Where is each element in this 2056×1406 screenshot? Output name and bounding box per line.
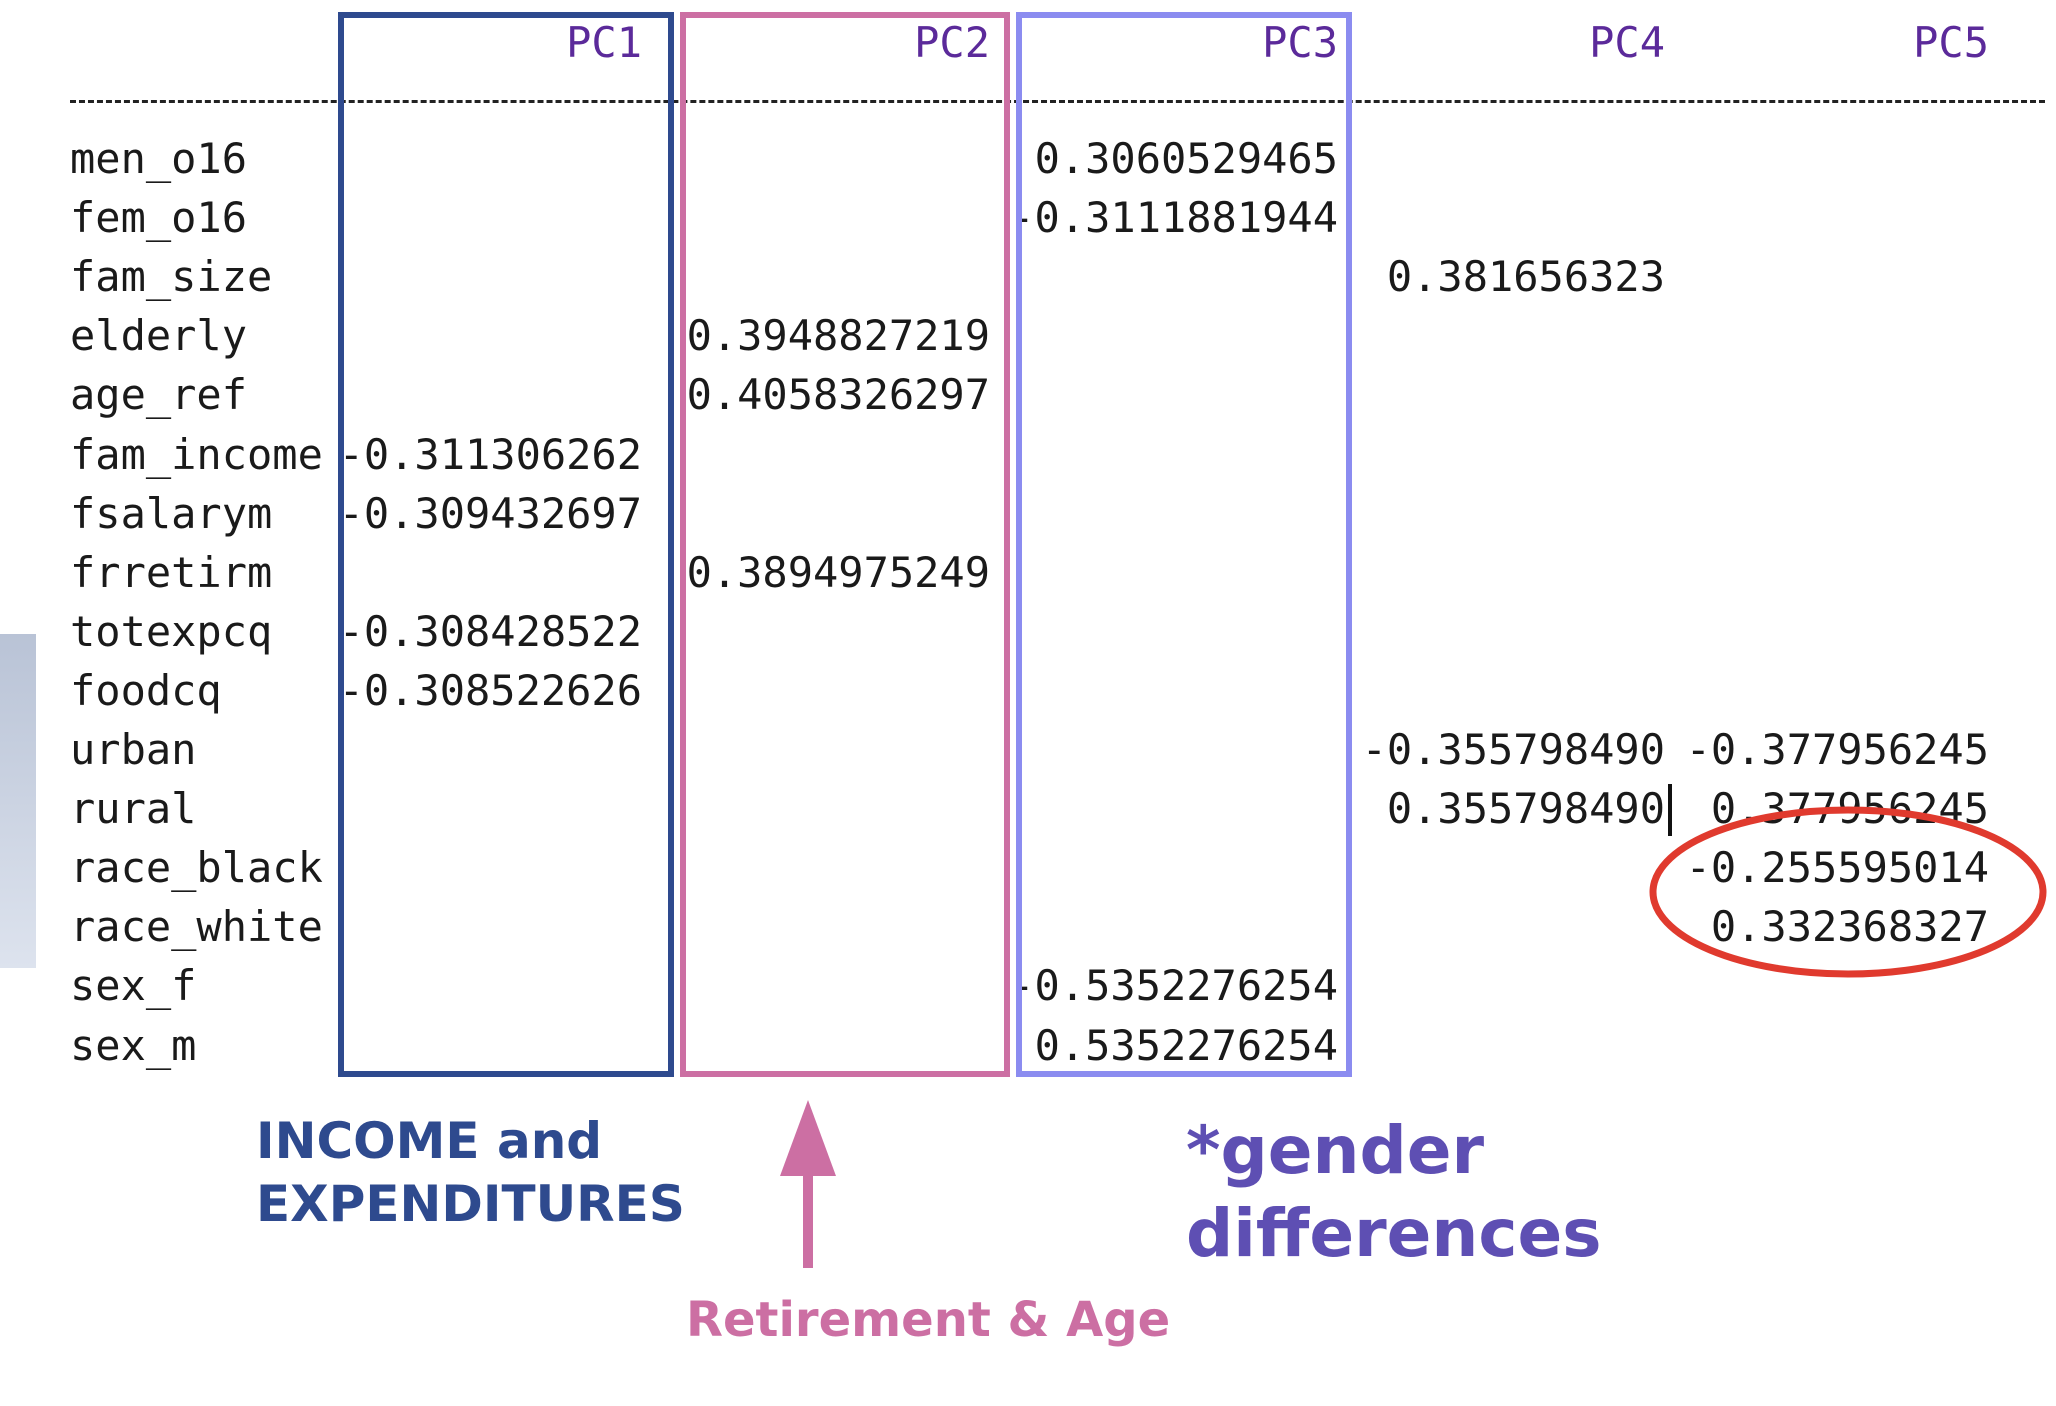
pc1-highlight-box <box>338 12 674 1077</box>
loading-value: -0.355798490 <box>1361 725 1665 774</box>
variable-name: frretirm <box>70 547 273 597</box>
loading-value: 0.4058326297 <box>686 370 990 420</box>
header-divider <box>70 100 2045 103</box>
income-label-line1: INCOME and <box>256 1112 603 1170</box>
column-header-pc5: PC5 <box>1913 18 1989 67</box>
income-label-line2: EXPENDITURES <box>256 1174 685 1233</box>
column-header-pc2: PC2 <box>914 18 990 67</box>
loading-value: -0.5352276254 <box>1009 961 1338 1011</box>
variable-name: race_black <box>70 843 323 893</box>
pc2-highlight-box <box>680 12 1010 1077</box>
loading-value: 0.381656323 <box>1386 252 1665 302</box>
variable-name: sex_f <box>70 961 197 1011</box>
text-cursor <box>1668 784 1672 837</box>
variable-name: men_o16 <box>70 134 248 183</box>
retirement-age-label: Retirement & Age <box>686 1290 1170 1350</box>
race-highlight-circle <box>1649 806 2047 978</box>
loading-value: 0.3948827219 <box>686 311 990 361</box>
loading-value: -0.255595014 <box>1685 843 1989 893</box>
variable-name: fam_income <box>70 429 323 479</box>
variable-name: fem_o16 <box>70 193 248 243</box>
retirement-arrow-icon <box>780 1100 836 1176</box>
variable-name: totexpcq <box>70 606 273 656</box>
variable-name: sex_m <box>70 1020 197 1070</box>
column-header-pc3: PC3 <box>1262 18 1338 67</box>
variable-name: race_white <box>70 902 323 952</box>
gender-label-line2: differences <box>1186 1194 1602 1272</box>
variable-name: rural <box>70 784 197 834</box>
column-header-pc4: PC4 <box>1589 18 1665 67</box>
loading-value: -0.311306262 <box>338 429 642 479</box>
gender-label-line1: *gender <box>1186 1112 1485 1189</box>
variable-name: fsalarym <box>70 488 273 538</box>
column-header-pc1: PC1 <box>566 18 642 67</box>
variable-name: urban <box>70 725 197 774</box>
loading-value: -0.308428522 <box>338 606 642 656</box>
variable-name: fam_size <box>70 252 273 302</box>
gender-differences-label: *gender differences <box>1186 1110 1602 1275</box>
income-expenditures-label: INCOME and EXPENDITURES <box>256 1110 685 1235</box>
variable-name: foodcq <box>70 665 222 715</box>
side-accent-bar <box>0 634 36 968</box>
loading-value: -0.377956245 <box>1685 725 1989 774</box>
pc3-highlight-box <box>1016 12 1352 1077</box>
variable-name: elderly <box>70 311 248 361</box>
retirement-label-text: Retirement & Age <box>686 1292 1171 1348</box>
loading-value: -0.3111881944 <box>1009 193 1338 243</box>
loading-value: 0.5352276254 <box>1034 1020 1338 1070</box>
loading-value: -0.308522626 <box>338 665 642 715</box>
loading-value: 0.332368327 <box>1710 902 1989 952</box>
loading-value: -0.309432697 <box>338 488 642 538</box>
loading-value: 0.3060529465 <box>1034 134 1338 183</box>
variable-name: age_ref <box>70 370 248 420</box>
loading-value: 0.355798490 <box>1386 784 1665 834</box>
loading-value: 0.3894975249 <box>686 547 990 597</box>
